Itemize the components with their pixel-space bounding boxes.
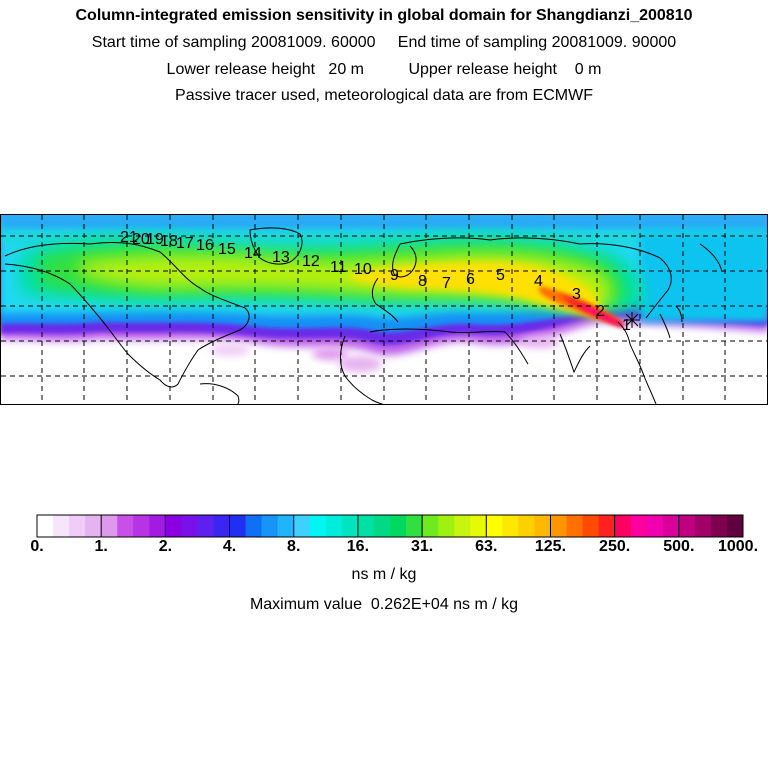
- colorbar-swatch: [598, 515, 616, 537]
- colorbar-swatch: [213, 515, 230, 537]
- colorbar-swatch: [309, 515, 327, 537]
- trajectory-label: 19: [146, 231, 164, 248]
- colorbar-swatch: [197, 515, 214, 537]
- trajectory-label: 11: [330, 259, 347, 276]
- trajectory-label: 18: [160, 233, 178, 250]
- colorbar-tick-label: 1000.: [717, 538, 759, 555]
- trajectory-label: 15: [218, 241, 236, 258]
- colorbar-tick-label: 63.: [475, 538, 498, 555]
- trajectory-label: 13: [272, 249, 290, 266]
- colorbar-swatch: [694, 515, 712, 537]
- colorbar-swatch: [165, 515, 182, 537]
- colorbar-swatch: [181, 515, 198, 537]
- colorbar-swatch: [502, 515, 519, 537]
- trajectory-label: 10: [354, 261, 372, 278]
- trajectory-label: 6: [466, 271, 475, 288]
- colorbar-swatch: [422, 515, 439, 537]
- colorbar-tick-label: 500.: [663, 538, 695, 555]
- trajectory-label: 3: [572, 286, 581, 303]
- colorbar-swatch: [357, 515, 375, 537]
- colorbar-tick-label: 0.: [30, 538, 44, 555]
- colorbar-tick-label: 4.: [222, 538, 237, 555]
- colorbar-swatch: [69, 515, 86, 537]
- colorbar-swatch: [53, 515, 70, 537]
- colorbar-frame: [36, 514, 744, 538]
- colorbar-swatch: [710, 515, 728, 537]
- colorbar-swatch: [117, 515, 134, 537]
- trajectory-label: 14: [244, 245, 262, 262]
- colorbar-tick-label: 31.: [410, 538, 434, 555]
- colorbar-swatch: [149, 515, 166, 537]
- colorbar-swatch: [390, 515, 407, 537]
- colorbar-tick-label: 8.: [287, 538, 301, 555]
- colorbar-tick-label: 125.: [534, 538, 567, 555]
- trajectory-label: 2: [596, 303, 605, 320]
- tracer-info: Passive tracer used, meteorological data…: [175, 87, 593, 104]
- trajectory-label: 5: [496, 267, 505, 284]
- grid-lines: [1, 215, 767, 404]
- trajectory-label: 8: [418, 273, 427, 290]
- colorbar-swatch: [325, 515, 343, 537]
- colorbar-swatch: [133, 515, 150, 537]
- asterisk-icon: [624, 312, 640, 328]
- colorbar-swatch: [229, 515, 246, 537]
- colorbar-swatch: [470, 515, 487, 537]
- colorbar-swatch: [406, 515, 423, 537]
- trajectory-labels: 1 2 3 4 5 6 7 8 9 10 11 12 13 14 15 16 1…: [120, 229, 631, 334]
- colorbar-swatch: [486, 515, 503, 537]
- colorbar-swatch: [277, 515, 295, 537]
- release-heights: Lower release height 20 m Upper release …: [166, 61, 602, 78]
- colorbar-swatch: [438, 515, 455, 537]
- sampling-times: Start time of sampling 20081009. 60000 E…: [91, 34, 677, 51]
- trajectory-label: 4: [534, 273, 543, 290]
- colorbar-tick-label: 1.: [94, 538, 108, 555]
- trajectory-label: 12: [302, 253, 320, 270]
- colorbar-swatch: [534, 515, 551, 537]
- trajectory-label: 20: [132, 231, 150, 248]
- colorbar-swatch: [646, 515, 664, 537]
- colorbar-swatch: [630, 515, 648, 537]
- colorbar-swatch: [85, 515, 102, 537]
- trajectory-label: 21: [120, 229, 138, 246]
- colorbar-swatch: [245, 515, 263, 537]
- trajectory-label: 7: [442, 275, 451, 292]
- colorbar-tick-label: 16.: [346, 538, 370, 555]
- colorbar-swatch: [550, 515, 567, 537]
- colorbar-swatch: [582, 515, 599, 537]
- colorbar-swatch: [518, 515, 535, 537]
- colorbar-tick-label: 2.: [158, 538, 173, 555]
- colorbar-swatch: [454, 515, 471, 537]
- map-svg: 1 2 3 4 5 6 7 8 9 10 11 12 13 14 15 16 1…: [0, 214, 768, 406]
- trajectory-label: 16: [196, 237, 214, 254]
- colorbar: [36, 514, 744, 538]
- colorbar-swatch: [678, 515, 696, 537]
- sensitivity-map: 1 2 3 4 5 6 7 8 9 10 11 12 13 14 15 16 1…: [0, 214, 768, 406]
- maximum-value: Maximum value 0.262E+04 ns m / kg: [249, 596, 519, 613]
- colorbar-swatch: [101, 515, 118, 537]
- colorbar-tick-label: 250.: [599, 538, 631, 555]
- colorbar-swatch: [662, 515, 680, 537]
- colorbar-swatch: [261, 515, 279, 537]
- colorbar-swatch: [37, 515, 54, 537]
- trajectory-label: 9: [390, 267, 399, 284]
- colorbar-swatch: [293, 515, 311, 537]
- colorbar-swatch: [614, 515, 632, 537]
- colorbar-swatch: [726, 515, 744, 537]
- trajectory-label: 1: [622, 317, 631, 334]
- colorbar-swatch: [566, 515, 583, 537]
- colorbar-units: ns m / kg: [351, 566, 417, 583]
- colorbar-swatch: [373, 515, 391, 537]
- figure-title: Column-integrated emission sensitivity i…: [75, 7, 693, 24]
- colorbar-swatch: [341, 515, 359, 537]
- trajectory-label: 17: [176, 235, 194, 252]
